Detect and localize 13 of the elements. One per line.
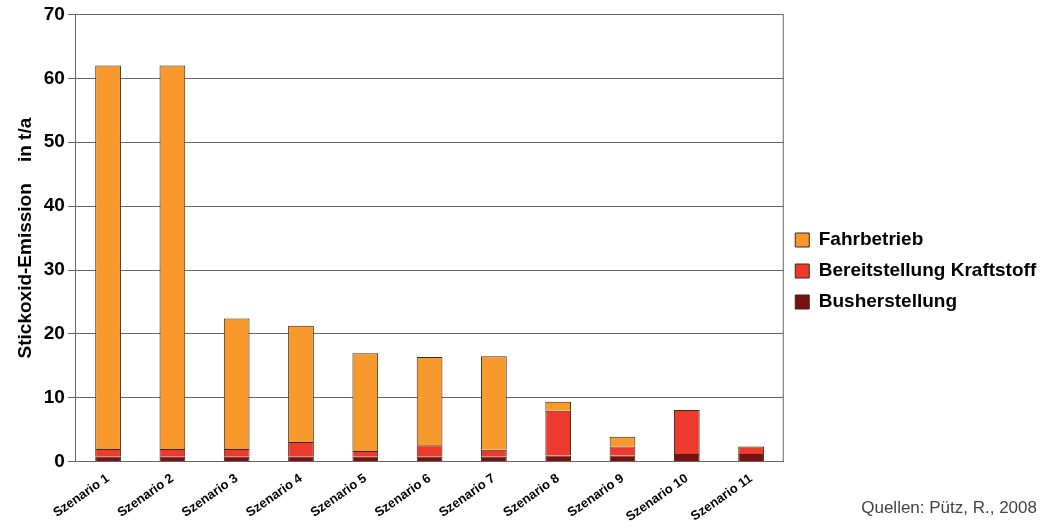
y-tick-label: 10 bbox=[43, 386, 65, 408]
legend-label: Busherstellung bbox=[818, 290, 958, 312]
y-tick-label: 30 bbox=[43, 258, 65, 280]
y-tick-label: 0 bbox=[54, 450, 65, 472]
y-tick-label: 40 bbox=[43, 194, 65, 216]
source-note: Quellen: Pütz, R., 2008 bbox=[861, 498, 1037, 518]
y-tick-label: 70 bbox=[43, 2, 65, 24]
y-axis-title: Stickoxid-Emission in t/a bbox=[13, 117, 35, 359]
legend-label: Bereitstellung Kraftstoff bbox=[818, 259, 1037, 281]
y-tick-label: 20 bbox=[43, 322, 65, 344]
y-tick-label: 60 bbox=[43, 66, 65, 88]
legend-label: Fahrbetrieb bbox=[818, 228, 924, 250]
y-tick-label: 50 bbox=[43, 130, 65, 152]
